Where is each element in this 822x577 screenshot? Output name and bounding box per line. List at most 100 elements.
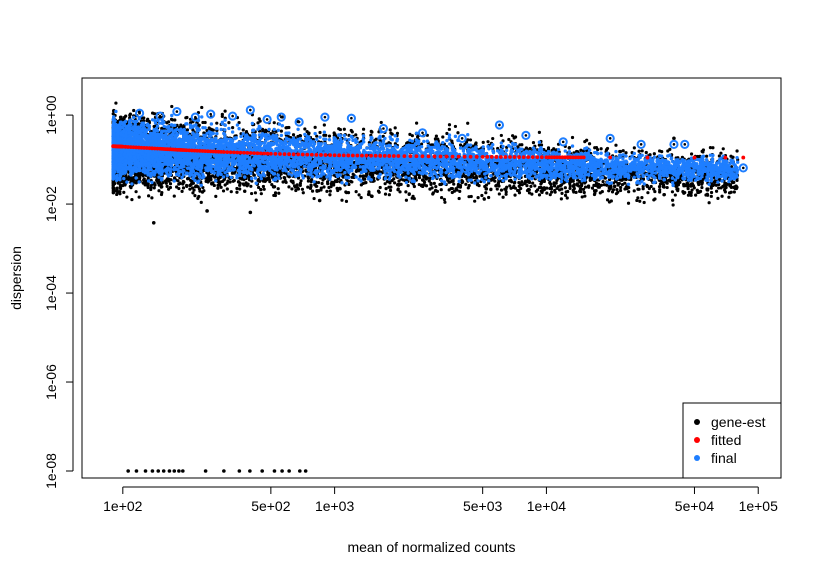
gene-est-point bbox=[185, 115, 189, 120]
gene-est-point bbox=[451, 179, 455, 183]
gene-est-point bbox=[395, 131, 400, 135]
gene-est-point bbox=[509, 186, 513, 190]
gene-est-point bbox=[579, 148, 583, 152]
gene-est-point bbox=[404, 198, 409, 202]
gene-est-point bbox=[646, 191, 650, 195]
gene-est-point bbox=[237, 121, 241, 125]
gene-est-point bbox=[450, 190, 454, 195]
gene-est-point bbox=[580, 182, 584, 186]
gene-est-point bbox=[125, 195, 129, 199]
gene-est-point bbox=[369, 129, 373, 133]
gene-est-point bbox=[550, 190, 554, 194]
gene-est-point bbox=[250, 191, 254, 196]
gene-est-point bbox=[122, 115, 127, 120]
gene-est-point bbox=[281, 180, 285, 184]
gene-est-point bbox=[393, 126, 397, 130]
gene-est-point bbox=[292, 184, 297, 188]
gene-est-point bbox=[327, 134, 332, 138]
gene-est-point bbox=[231, 179, 235, 183]
gene-est-point bbox=[383, 182, 387, 186]
gene-est-point bbox=[706, 193, 710, 197]
gene-est-point bbox=[658, 188, 662, 192]
gene-est-point bbox=[735, 149, 739, 153]
gene-est-point bbox=[223, 109, 227, 113]
gene-est-point bbox=[358, 174, 362, 178]
gene-est-point bbox=[180, 189, 184, 193]
gene-est-point bbox=[181, 179, 185, 184]
gene-est-point bbox=[552, 147, 556, 151]
gene-est-point bbox=[306, 179, 311, 183]
gene-est-point bbox=[473, 199, 477, 203]
gene-est-point bbox=[662, 193, 666, 197]
gene-est-point bbox=[137, 195, 141, 199]
gene-est-point bbox=[383, 192, 388, 196]
gene-est-point bbox=[388, 188, 393, 193]
gene-est-point bbox=[118, 185, 122, 189]
gene-est-point bbox=[195, 184, 199, 188]
gene-est-point bbox=[432, 181, 436, 185]
gene-est-point bbox=[257, 117, 261, 121]
gene-est-point bbox=[241, 182, 245, 186]
gene-est-point bbox=[537, 193, 542, 197]
gene-est-point bbox=[277, 191, 281, 195]
gene-est-point bbox=[387, 193, 391, 197]
gene-est-point bbox=[357, 193, 361, 197]
gene-est-point bbox=[583, 185, 588, 189]
gene-est-point bbox=[313, 125, 317, 129]
gene-est-point bbox=[486, 140, 490, 144]
gene-est-point bbox=[545, 191, 549, 195]
gene-est-point bbox=[619, 185, 623, 190]
data-points-layer bbox=[111, 101, 748, 473]
gene-est-point bbox=[134, 190, 138, 194]
gene-est-point bbox=[714, 189, 719, 193]
gene-est-point bbox=[300, 187, 305, 191]
gene-est-point bbox=[201, 120, 205, 125]
gene-est-point bbox=[282, 176, 286, 180]
gene-est-point bbox=[122, 190, 126, 194]
gene-est-point bbox=[410, 134, 414, 138]
gene-est-point bbox=[384, 187, 388, 191]
gene-est-point bbox=[243, 189, 247, 193]
gene-est-point bbox=[181, 186, 186, 190]
gene-est-point bbox=[241, 128, 245, 132]
gene-est-point bbox=[466, 121, 470, 125]
gene-est-point bbox=[697, 182, 701, 187]
gene-est-point bbox=[671, 203, 675, 207]
gene-est-point bbox=[441, 135, 445, 139]
gene-est-point bbox=[497, 192, 501, 196]
gene-est-point bbox=[572, 183, 576, 187]
gene-est-point bbox=[322, 185, 326, 189]
gene-est-point bbox=[312, 196, 316, 201]
gene-est-point bbox=[295, 183, 299, 187]
gene-est-point bbox=[665, 185, 669, 190]
gene-est-point bbox=[734, 184, 738, 188]
gene-est-point bbox=[235, 186, 239, 191]
gene-est-point bbox=[259, 192, 263, 196]
gene-est-point bbox=[159, 192, 164, 197]
gene-est-point bbox=[447, 127, 451, 131]
gene-est-point bbox=[211, 181, 215, 185]
gene-est-point bbox=[632, 146, 636, 150]
gene-est-point bbox=[177, 186, 181, 191]
gene-est-point bbox=[132, 108, 136, 113]
gene-est-point bbox=[219, 185, 223, 189]
gene-est-point bbox=[624, 151, 628, 155]
gene-est-point bbox=[398, 190, 402, 194]
gene-est-point bbox=[668, 147, 672, 151]
gene-est-point bbox=[419, 142, 424, 146]
gene-est-point bbox=[708, 146, 713, 150]
gene-est-point bbox=[393, 181, 397, 185]
gene-est-point bbox=[560, 191, 564, 195]
gene-est-point bbox=[537, 130, 541, 134]
gene-est-point bbox=[638, 199, 642, 203]
gene-est-point bbox=[127, 177, 131, 181]
gene-est-point bbox=[191, 191, 195, 195]
gene-est-point bbox=[640, 196, 644, 200]
gene-est-point bbox=[511, 134, 515, 138]
gene-est-point bbox=[361, 127, 366, 131]
gene-est-point bbox=[188, 183, 192, 188]
gene-est-point bbox=[618, 188, 623, 193]
gene-est-point bbox=[719, 151, 723, 155]
gene-est-point bbox=[565, 196, 569, 200]
